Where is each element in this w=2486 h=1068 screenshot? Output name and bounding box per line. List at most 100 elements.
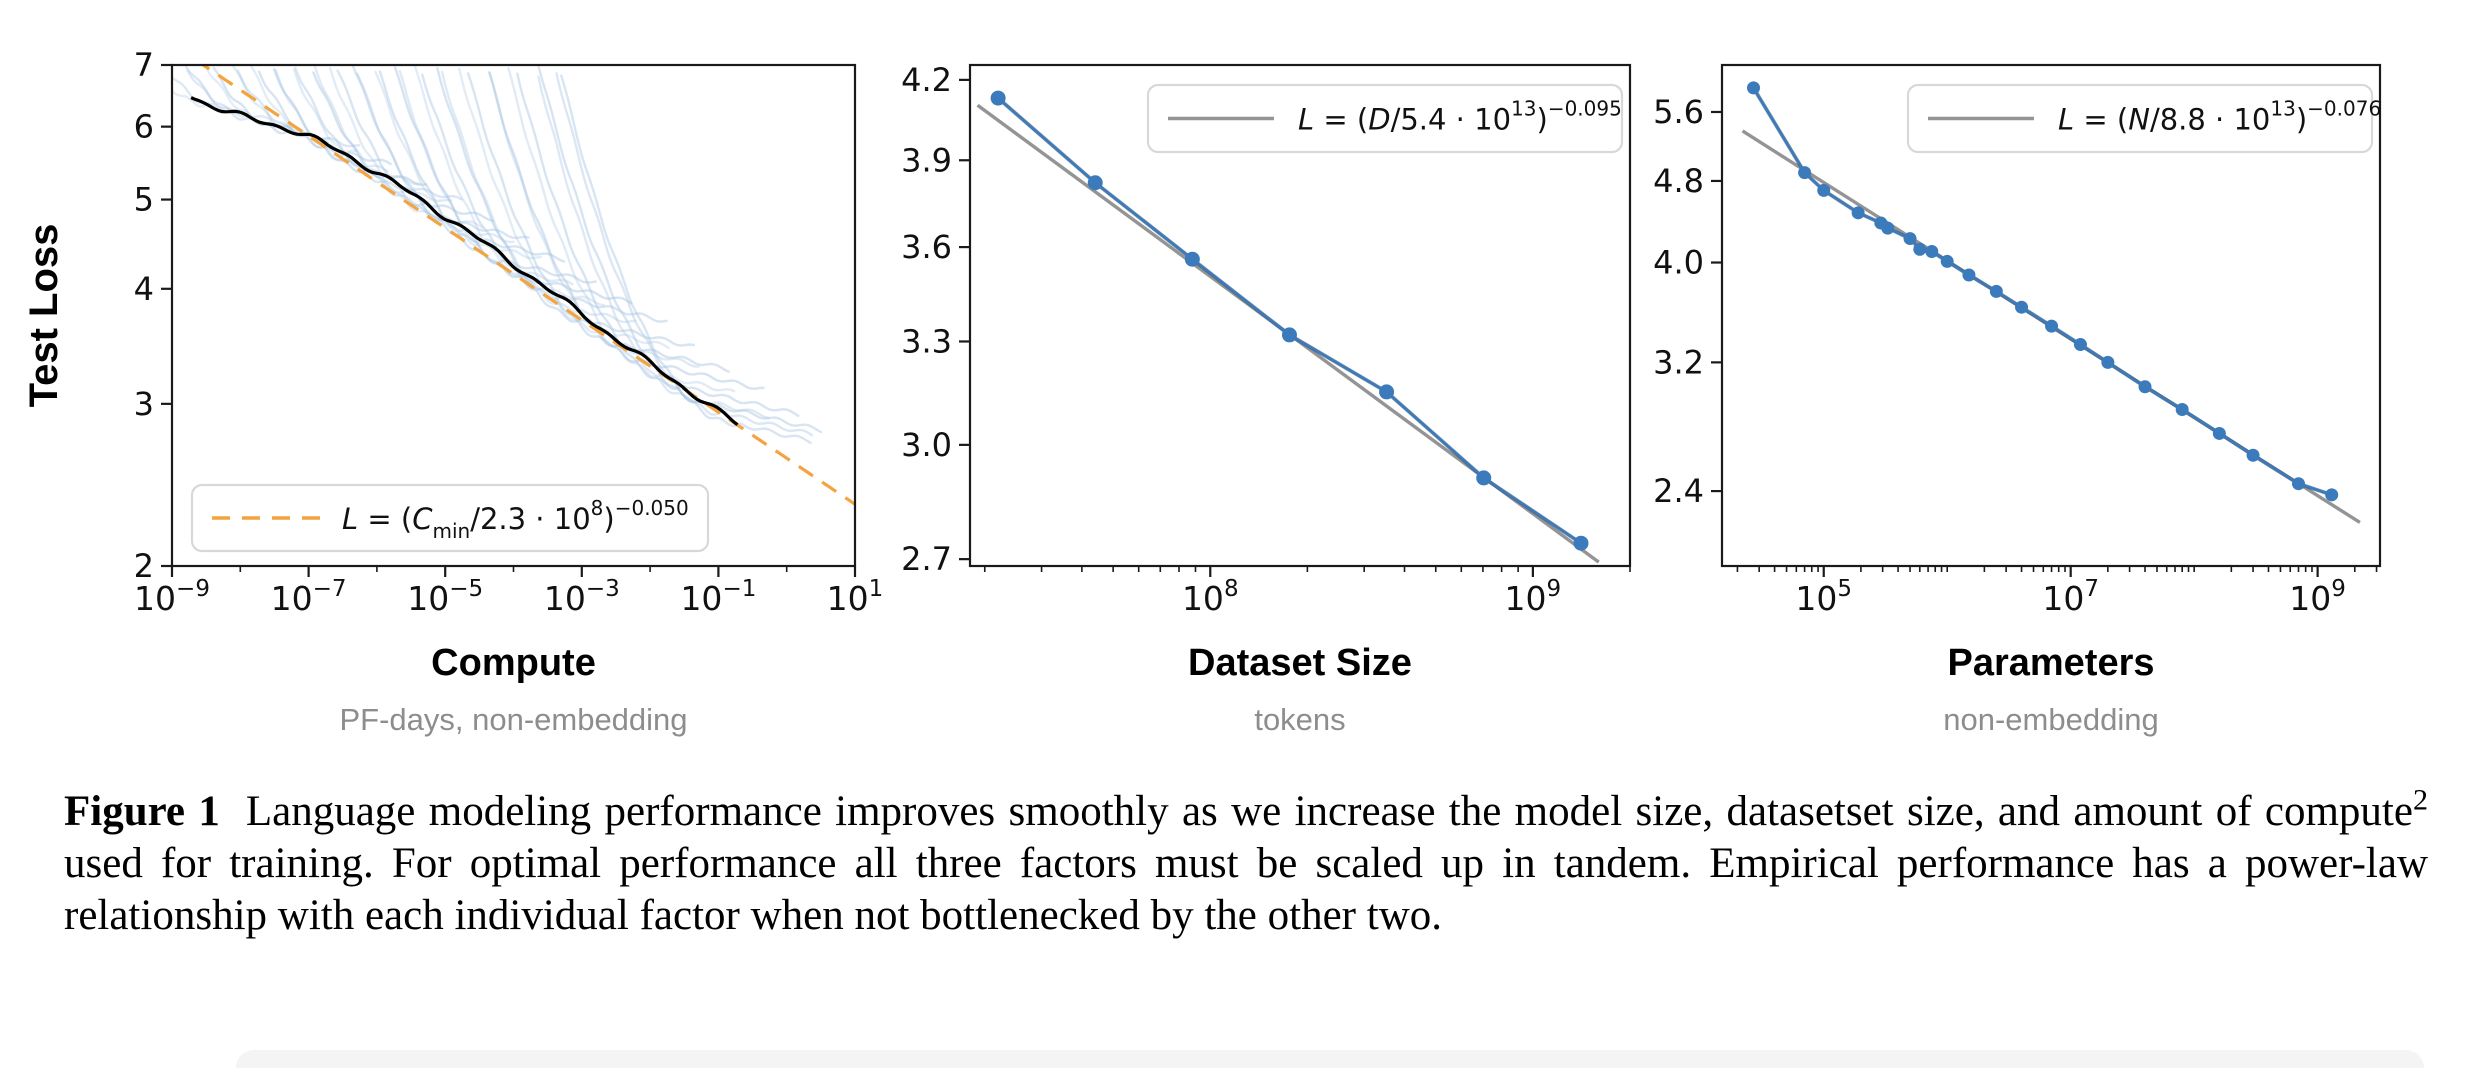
x-axis-title: Dataset Size	[1188, 642, 1412, 684]
parameters-plot: 105 107 109 5.6 4.8 4.0 3.2 2.4 Parameters non-em…	[1653, 63, 2381, 737]
scaling-laws-charts: 10−9 10−7 10−5 10−3 10−1 101 7 6 5 4 3 2 Compute PF-d…	[22, 46, 2381, 737]
training-curve	[436, 66, 695, 347]
plot-spines	[968, 63, 1632, 568]
training-curve	[186, 69, 273, 122]
y-tick-label: 4.2	[901, 61, 952, 99]
training-curve	[313, 65, 452, 203]
y-tick-label: 7	[134, 46, 154, 84]
data-point	[2292, 477, 2306, 491]
training-curve	[356, 72, 515, 244]
training-curve	[292, 68, 421, 186]
data-point	[1184, 251, 1200, 267]
x-axis-subtitle: PF-days, non-embedding	[339, 702, 687, 737]
x-tick-label: 10−7	[271, 576, 347, 618]
y-tick-label: 5	[134, 181, 154, 219]
training-curve	[466, 72, 730, 373]
data-point	[2073, 338, 2087, 352]
legend-equation: L = (Cmin/2.3 · 108)−0.050	[342, 496, 689, 543]
x-tick-label: 105	[1795, 576, 1852, 618]
caption-body-pre: Language modeling performance improves s…	[245, 788, 2413, 835]
training-curve	[458, 67, 670, 350]
data-point	[1940, 254, 1954, 268]
x-tick-label: 10−9	[134, 576, 210, 618]
data-point	[1989, 284, 2003, 298]
caption-body-post: used for training. For optimal performan…	[64, 840, 2428, 939]
training-curve	[488, 71, 765, 390]
training-curve	[537, 65, 823, 434]
training-curve	[351, 65, 566, 263]
x-tick-label: 109	[2289, 576, 2346, 618]
caption-label: Figure 1	[64, 788, 220, 835]
x-axis-title: Compute	[431, 642, 596, 684]
data-point	[2045, 319, 2059, 333]
x-tick-label: 109	[1505, 576, 1562, 618]
y-tick-label: 3	[134, 385, 154, 423]
training-curve	[172, 89, 231, 113]
data-point	[2101, 355, 2115, 369]
y-tick-label: 5.6	[1653, 93, 1704, 131]
y-tick-label: 4.0	[1653, 244, 1704, 282]
data-point	[1817, 183, 1831, 197]
data-point	[990, 90, 1006, 106]
data-point	[1476, 470, 1492, 486]
y-tick-label: 3.0	[901, 426, 952, 464]
x-axis-title: Parameters	[1947, 642, 2154, 684]
data-point	[2212, 426, 2226, 440]
x-axis-subtitle: non-embedding	[1943, 702, 2158, 737]
data-point	[1913, 242, 1927, 256]
training-curve	[516, 72, 800, 417]
compute-legend: L = (Cmin/2.3 · 108)−0.050	[190, 483, 710, 553]
training-curve	[537, 75, 770, 420]
y-tick-label: 3.6	[901, 228, 952, 266]
next-figure-panel-edge	[236, 1050, 2424, 1068]
data-point	[1281, 327, 1297, 343]
y-tick-label: 3.2	[1653, 343, 1704, 381]
y-axis-title: Test Loss	[22, 224, 66, 408]
training-curve	[488, 70, 700, 368]
caption-footnote-marker: 2	[2412, 782, 2428, 817]
y-tick-label: 6	[134, 108, 154, 146]
training-curve	[336, 69, 530, 240]
data-line-shadow	[996, 96, 1583, 545]
training-curve	[398, 69, 574, 286]
data-point	[1881, 221, 1895, 235]
x-tick-label: 107	[2042, 576, 2099, 618]
y-tick-label: 4	[134, 270, 154, 308]
figure-caption: Figure 1 Language modeling performance im…	[64, 782, 2428, 942]
y-tick-label: 2	[134, 547, 154, 585]
x-tick-label: 10−1	[680, 576, 756, 618]
data-point	[1962, 268, 1976, 282]
training-curve	[555, 72, 814, 437]
y-tick-label: 3.9	[901, 141, 952, 179]
data-point	[1573, 535, 1589, 551]
data-point	[1747, 81, 1761, 95]
training-curve	[328, 66, 484, 229]
data-point	[1379, 384, 1395, 400]
data-line	[1752, 87, 2333, 497]
training-curve	[440, 70, 637, 324]
data-point	[2138, 380, 2152, 394]
legend-equation: L = (N/8.8 · 1013)−0.076	[2058, 97, 2381, 137]
y-tick-label: 3.3	[901, 322, 952, 360]
training-curve	[312, 71, 495, 223]
training-curve	[374, 70, 542, 260]
data-point	[2175, 403, 2189, 417]
x-tick-label: 10−3	[544, 576, 620, 618]
parameters-legend: L = (N/8.8 · 1013)−0.076	[1906, 83, 2381, 154]
training-curve	[204, 66, 299, 134]
x-tick-label: 10−5	[407, 576, 483, 618]
data-point	[1851, 206, 1865, 220]
data-point	[2325, 488, 2339, 502]
data-point	[1798, 166, 1812, 180]
dataset-size-plot: 108 109 4.2 3.9 3.6 3.3 3.0 2.7 Dataset Size toke…	[901, 61, 1632, 737]
data-point	[1903, 232, 1917, 246]
compute-plot: 10−9 10−7 10−5 10−3 10−1 101 7 6 5 4 3 2 Compute PF-d…	[22, 46, 883, 737]
training-curve	[560, 74, 812, 444]
data-point	[1087, 175, 1103, 191]
legend-equation: L = (D/5.4 · 1013)−0.095	[1298, 97, 1622, 137]
efficient-frontier-line	[190, 96, 739, 426]
data-point	[2246, 448, 2260, 462]
data-line	[997, 97, 1582, 545]
data-point	[2015, 300, 2029, 314]
